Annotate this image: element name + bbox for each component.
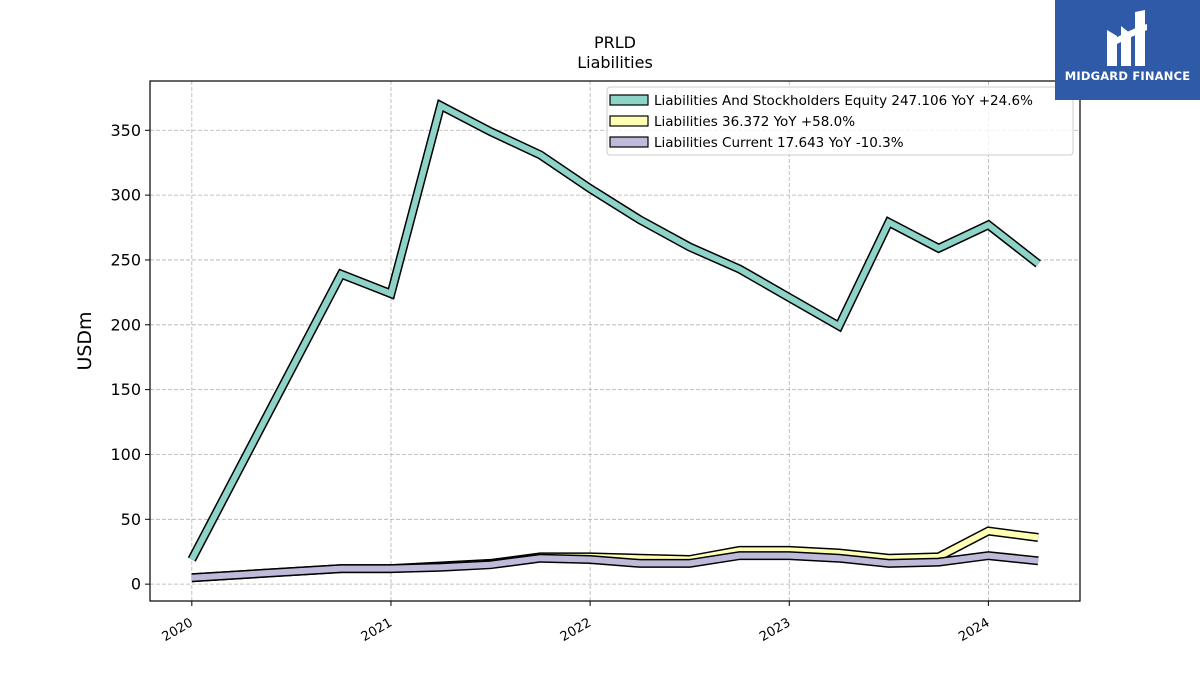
series-line-0	[189, 101, 1041, 561]
legend-entry: Liabilities And Stockholders Equity 247.…	[654, 93, 1033, 109]
y-tick-label: 300	[110, 186, 141, 205]
x-axis: 2020 2021 2022 2023 2024	[160, 601, 992, 645]
brand-name: MIDGARD FINANCE	[1064, 69, 1191, 83]
x-tick-label: 2023	[757, 615, 793, 645]
brand-logo: MIDGARD FINANCE	[1055, 0, 1200, 100]
y-tick-label: 50	[121, 510, 141, 529]
legend-swatch	[609, 115, 649, 127]
y-tick-label: 250	[110, 250, 141, 269]
legend-box	[606, 86, 1074, 156]
legend-swatch	[609, 136, 649, 148]
y-tick-label: 0	[131, 575, 141, 594]
legend: Liabilities And Stockholders Equity 247.…	[606, 86, 1074, 156]
plot-frame	[149, 80, 1081, 602]
legend-swatch	[609, 94, 649, 106]
series-line-2	[191, 552, 1039, 581]
chart-title: PRLD	[594, 33, 636, 52]
x-tick-label: 2021	[359, 615, 395, 645]
y-axis: 0 50 100 150 200 250 300 350	[110, 121, 150, 594]
series-lines	[187, 99, 1041, 583]
x-tick-label: 2024	[956, 615, 992, 645]
x-tick-label: 2022	[558, 615, 594, 645]
legend-entry: Liabilities 36.372 YoY +58.0%	[654, 114, 855, 130]
grid	[150, 81, 1080, 601]
legend-entry: Liabilities Current 17.643 YoY -10.3%	[654, 135, 904, 151]
y-tick-label: 350	[110, 121, 141, 140]
y-tick-label: 200	[110, 315, 141, 334]
y-axis-label: USDm	[74, 311, 96, 370]
series-line-outline-0	[187, 99, 1041, 562]
chart-subtitle: Liabilities	[577, 53, 653, 72]
x-tick-label: 2020	[160, 615, 196, 645]
y-tick-label: 100	[110, 445, 141, 464]
midgard-logo-icon	[1107, 10, 1147, 66]
y-tick-label: 150	[110, 380, 141, 399]
